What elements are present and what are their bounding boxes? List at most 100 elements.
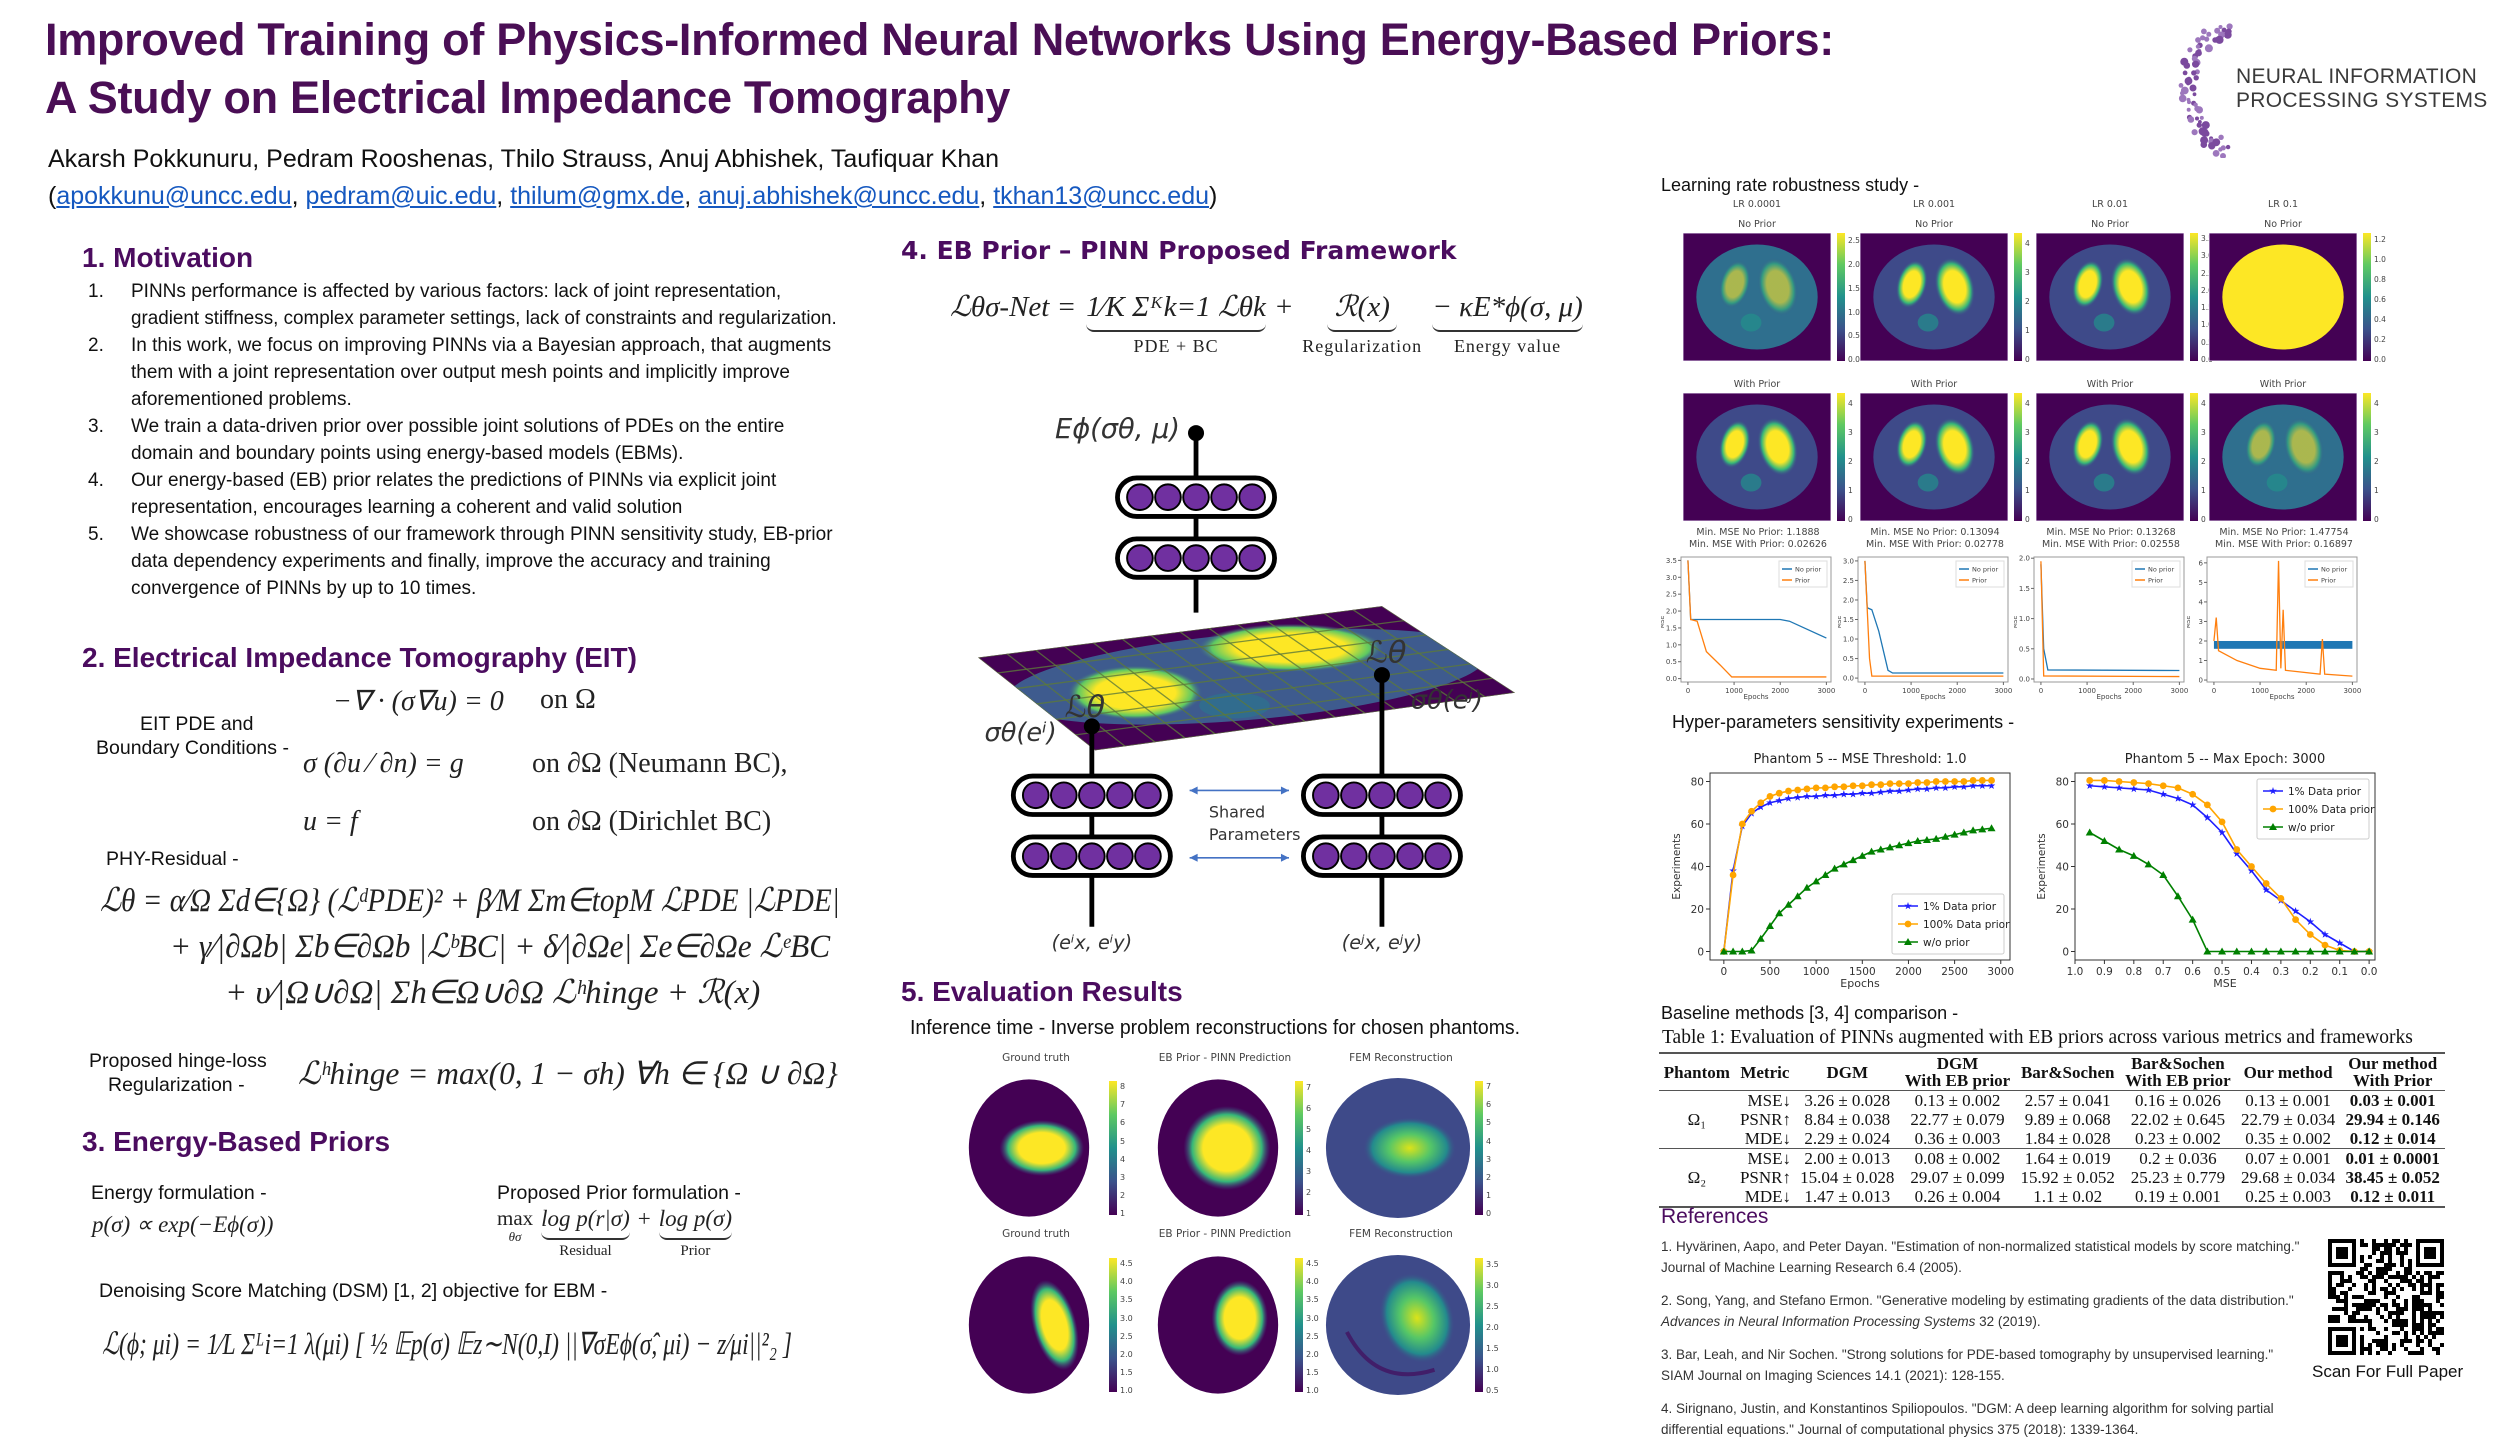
y-axis-label: Experiments [1671,833,1683,899]
data-point [1913,837,1922,844]
pde-label-line1: EIT PDE and [140,713,254,735]
logo-dot [2192,92,2197,97]
colorbar-tick-label: 2.5 [1120,1331,1133,1341]
input-left-label: (eⁱx, eⁱy) [1052,931,1132,954]
email-link[interactable]: tkhan13@uncc.edu [993,182,1210,210]
grid-line [1055,663,1471,721]
data-point [2321,930,2329,938]
qr-module [2376,1243,2380,1247]
colorbar [1109,1081,1117,1215]
data-point [1858,782,1866,790]
qr-module [2340,1299,2344,1303]
neuron [1154,483,1182,511]
qr-module [2420,1319,2424,1323]
qr-module [2380,1267,2384,1271]
qr-module [2384,1347,2388,1351]
qr-module [2388,1311,2392,1315]
email-link[interactable]: anuj.abhishek@uncc.edu [698,182,980,210]
data-point [1987,781,1996,789]
reference-item: 2. Song, Yang, and Stefano Ermon. "Gener… [1661,1290,2301,1332]
column-header: Bar&Sochen With EB prior [2119,1052,2236,1091]
x-tick-label: 2000 [2124,687,2142,695]
lr-study-label: Learning rate robustness study - [1661,175,1920,195]
phantom-cell [1659,1091,1735,1111]
qr-module [2428,1271,2432,1275]
qr-module [2352,1295,2356,1299]
y-axis-label: MSE [2014,615,2019,628]
qr-module [2344,1279,2348,1283]
x-tick-label: 0.1 [2331,966,2348,978]
colorbar-gradient [2190,233,2198,361]
legend-label: 1% Data prior [2288,786,2362,798]
ebp-heading: 3. Energy-Based Priors [82,1126,391,1157]
qr-code[interactable] [2328,1239,2444,1355]
neuron [1126,483,1154,511]
qr-module [2432,1331,2436,1335]
qr-finder-core [2336,1247,2348,1259]
email-link[interactable]: pedram@uic.edu [305,182,497,210]
email-link[interactable]: apokkunu@uncc.edu [56,182,292,210]
colorbar-tick-label: 1 [2025,485,2030,495]
column-header-line: Bar&Sochen [2020,1062,2115,1082]
qr-module [2376,1267,2380,1271]
series-line-prior [1687,560,1827,678]
data-point [1941,778,1949,785]
no-prior-title: No Prior [1915,219,1953,230]
x-tick-label: 1500 [1849,966,1876,978]
chart-title: Phantom 5 -- MSE Threshold: 1.0 [1753,752,1966,767]
data-point [1757,803,1765,811]
qr-module [2392,1343,2396,1347]
qr-module [2412,1299,2416,1303]
qr-module [2340,1271,2344,1275]
qr-module [2380,1347,2384,1351]
colorbar-tick-label: 3.0 [2201,251,2213,261]
logo-dot [2193,75,2199,81]
email-link[interactable]: thilum@gmx.de [510,182,685,210]
qr-module [2404,1323,2408,1327]
chart-mse-threshold: Phantom 5 -- MSE Threshold: 1.0 0 500 1000 1… [1671,752,2014,990]
phantom-cell [1659,1129,1735,1149]
qr-module [2352,1303,2356,1307]
qr-module [2396,1239,2400,1243]
colorbar-tick-label: 1 [2201,485,2206,495]
data-point [2203,947,2212,955]
qr-module [2336,1315,2340,1319]
qr-module [2392,1331,2396,1335]
data-point [1922,835,1931,843]
qr-module [2388,1251,2392,1255]
data-point [2100,782,2109,790]
neuron [1021,842,1050,870]
colorbar-tick-label: 1.0 [2201,320,2213,330]
column-header: Phantom [1659,1052,1735,1091]
qr-module [2396,1323,2400,1327]
qr-module [2432,1315,2436,1319]
logo-dot [2212,37,2218,43]
data-point [2218,947,2227,955]
data-point [2203,801,2211,809]
plane-inclusion [1199,692,1270,719]
qr-module [2388,1259,2392,1263]
motivation-item: 3. We train a data-driven prior over poss… [88,413,842,467]
heatmap-inclusion [1211,1280,1268,1356]
neuron-layer [1010,773,1173,817]
qr-module [2328,1283,2332,1287]
qr-module [2424,1271,2428,1275]
data-point [1886,843,1894,851]
item-text-line: convergence of PINNs by up to 10 times. [131,578,477,599]
qr-module [2428,1279,2432,1283]
colorbar-tick-label: 1 [2374,485,2379,495]
qr-module [2356,1311,2360,1315]
data-point [1886,787,1894,795]
data-point [2115,783,2123,792]
qr-module [2432,1323,2436,1327]
data-point [2248,863,2255,870]
reconstruction-heatmap [968,1079,1090,1217]
logo-dot [2192,60,2200,68]
logo-dot [2218,134,2224,140]
qr-module [2428,1307,2432,1311]
colorbar-tick-label: 3 [2374,427,2379,437]
qr-module [2384,1291,2388,1295]
qr-module [2360,1319,2364,1323]
data-point [1932,778,1940,785]
phantom-cell [1659,1187,1735,1208]
